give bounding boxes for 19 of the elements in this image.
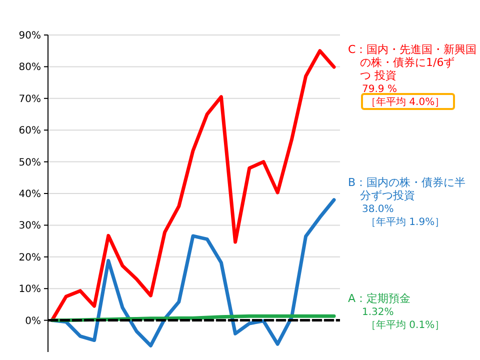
y-tick-label: 0% [25, 316, 41, 327]
y-tick-label: 40% [18, 189, 41, 200]
series-label: A：定期預金 [348, 292, 411, 306]
y-tick-label: 20% [18, 252, 41, 264]
y-tick-label: 50% [18, 157, 41, 168]
y-tick-label: 30% [18, 220, 41, 232]
text: ［年平均 1.9%］ [366, 216, 445, 228]
text: ［年平均 0.1%］ [366, 319, 445, 332]
y-tick-label: 60% [18, 126, 41, 137]
text: 79.9 % [362, 84, 397, 96]
y-tick-label: 80% [18, 62, 41, 74]
text: 1.32% [362, 307, 394, 318]
text: ［年平均 4.0%］ [366, 96, 445, 108]
y-tick-label: 90% [18, 30, 41, 42]
y-tick-label: 70% [18, 94, 41, 105]
series-label: C：国内・先進国・新興国の株・債券に1/6ずつ 投資 [348, 43, 477, 82]
text: 38.0% [362, 204, 394, 215]
y-tick-label: 10% [18, 284, 41, 296]
series-label: B：国内の株・債券に半分ずつ投資 [348, 176, 466, 202]
